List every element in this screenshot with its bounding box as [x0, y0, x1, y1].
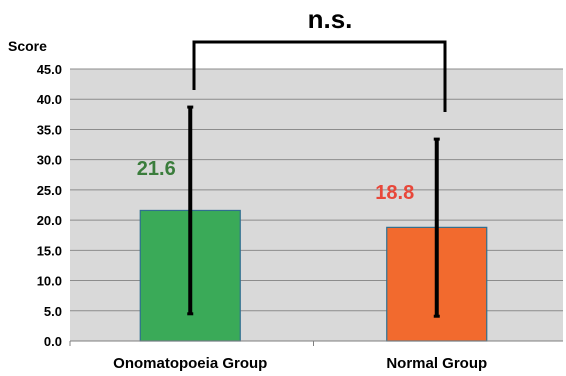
y-tick-label: 15.0	[37, 243, 62, 258]
data-label: 21.6	[137, 158, 176, 180]
significance-bracket	[192, 40, 447, 112]
y-tick-label: 30.0	[37, 153, 62, 168]
y-tick-label: 20.0	[37, 213, 62, 228]
y-tick-label: 10.0	[37, 274, 62, 289]
y-tick-label: 40.0	[37, 92, 62, 107]
significance-label: n.s.	[308, 4, 353, 34]
y-tick-label: 45.0	[37, 62, 62, 77]
error-bars	[187, 105, 440, 318]
y-tick-label: 25.0	[37, 183, 62, 198]
data-labels: 21.6 18.8	[137, 158, 414, 204]
y-tick-labels: 0.0 5.0 10.0 15.0 20.0 25.0 30.0 35.0 40.0 45.0	[37, 62, 62, 349]
category-label: Onomatopoeia Group	[113, 355, 267, 372]
category-label: Normal Group	[386, 355, 487, 372]
data-label: 18.8	[375, 182, 414, 204]
y-tick-label: 0.0	[44, 334, 62, 349]
y-tick-label: 35.0	[37, 122, 62, 137]
y-axis-title: Score	[8, 38, 47, 54]
y-tick-label: 5.0	[44, 304, 62, 319]
category-labels: Onomatopoeia Group Normal Group	[69, 341, 487, 372]
